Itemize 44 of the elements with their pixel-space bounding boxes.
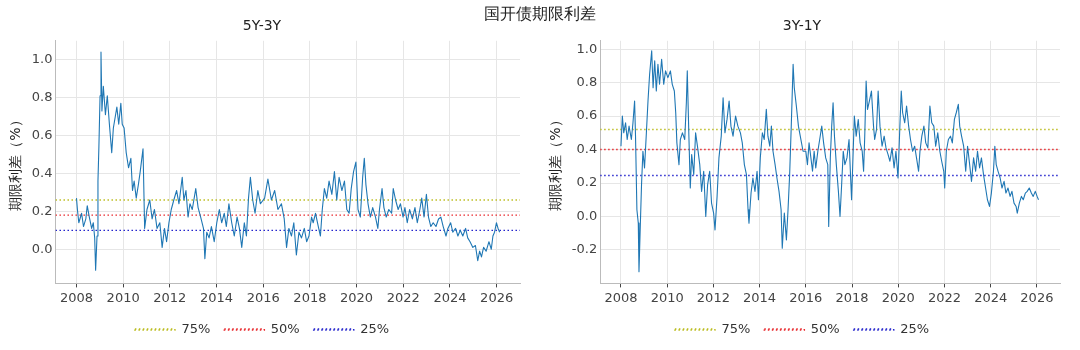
x-tick-label: 2024 xyxy=(974,289,1008,305)
y-tick-label: 1.0 xyxy=(576,40,598,56)
x-tick-label: 2020 xyxy=(881,289,915,305)
legend-label: 25% xyxy=(900,320,930,336)
x-tick-label: 2010 xyxy=(650,289,684,305)
x-tick-label: 2026 xyxy=(480,289,514,305)
y-tick-label: 0.2 xyxy=(31,202,53,218)
x-tick-label: 2014 xyxy=(743,289,777,305)
y-tick-label: 0.2 xyxy=(576,174,598,190)
y-tick-label: 0.8 xyxy=(576,74,598,89)
x-tick-label: 2022 xyxy=(386,289,420,305)
x-tick-label: 2022 xyxy=(927,289,962,305)
y-tick-label: 0.4 xyxy=(576,140,598,156)
x-tick-label: 2016 xyxy=(789,289,823,305)
x-tick-label: 2016 xyxy=(246,289,280,305)
x-tick-label: 2026 xyxy=(1020,289,1054,305)
y-tick-label: 0.6 xyxy=(576,107,598,123)
legend-label: 50% xyxy=(810,320,840,336)
legend-label: 75% xyxy=(721,320,751,336)
y-tick-label: 0.0 xyxy=(576,207,598,223)
y-tick-label: 0.6 xyxy=(31,126,53,142)
y-tick-label: 0.4 xyxy=(31,164,53,180)
y-tick-label: 1.0 xyxy=(31,51,53,67)
x-tick-label: 2012 xyxy=(696,289,730,305)
legend-label: 75% xyxy=(181,320,211,336)
y-tick-label: -0.2 xyxy=(571,241,598,257)
x-tick-label: 2012 xyxy=(153,289,187,305)
x-tick-label: 2008 xyxy=(604,289,638,305)
x-tick-label: 2014 xyxy=(199,289,234,305)
x-tick-label: 2008 xyxy=(59,289,94,305)
x-tick-label: 2010 xyxy=(106,289,140,305)
y-tick-label: 0.0 xyxy=(31,240,53,256)
chart-title: 3Y-1Y xyxy=(782,17,822,34)
text: 国开债期限利差 xyxy=(484,4,596,23)
x-tick-label: 2018 xyxy=(293,289,327,305)
legend-label: 50% xyxy=(270,320,300,336)
chart-title: 5Y-3Y xyxy=(242,17,282,34)
x-tick-label: 2024 xyxy=(433,289,467,305)
y-axis-title: 期限利差（%） xyxy=(547,113,564,211)
legend-label: 25% xyxy=(360,320,390,336)
y-tick-label: 0.8 xyxy=(31,89,53,105)
x-tick-label: 2018 xyxy=(835,289,869,305)
x-tick-label: 2020 xyxy=(340,289,374,305)
y-axis-title: 期限利差（%） xyxy=(7,113,24,211)
